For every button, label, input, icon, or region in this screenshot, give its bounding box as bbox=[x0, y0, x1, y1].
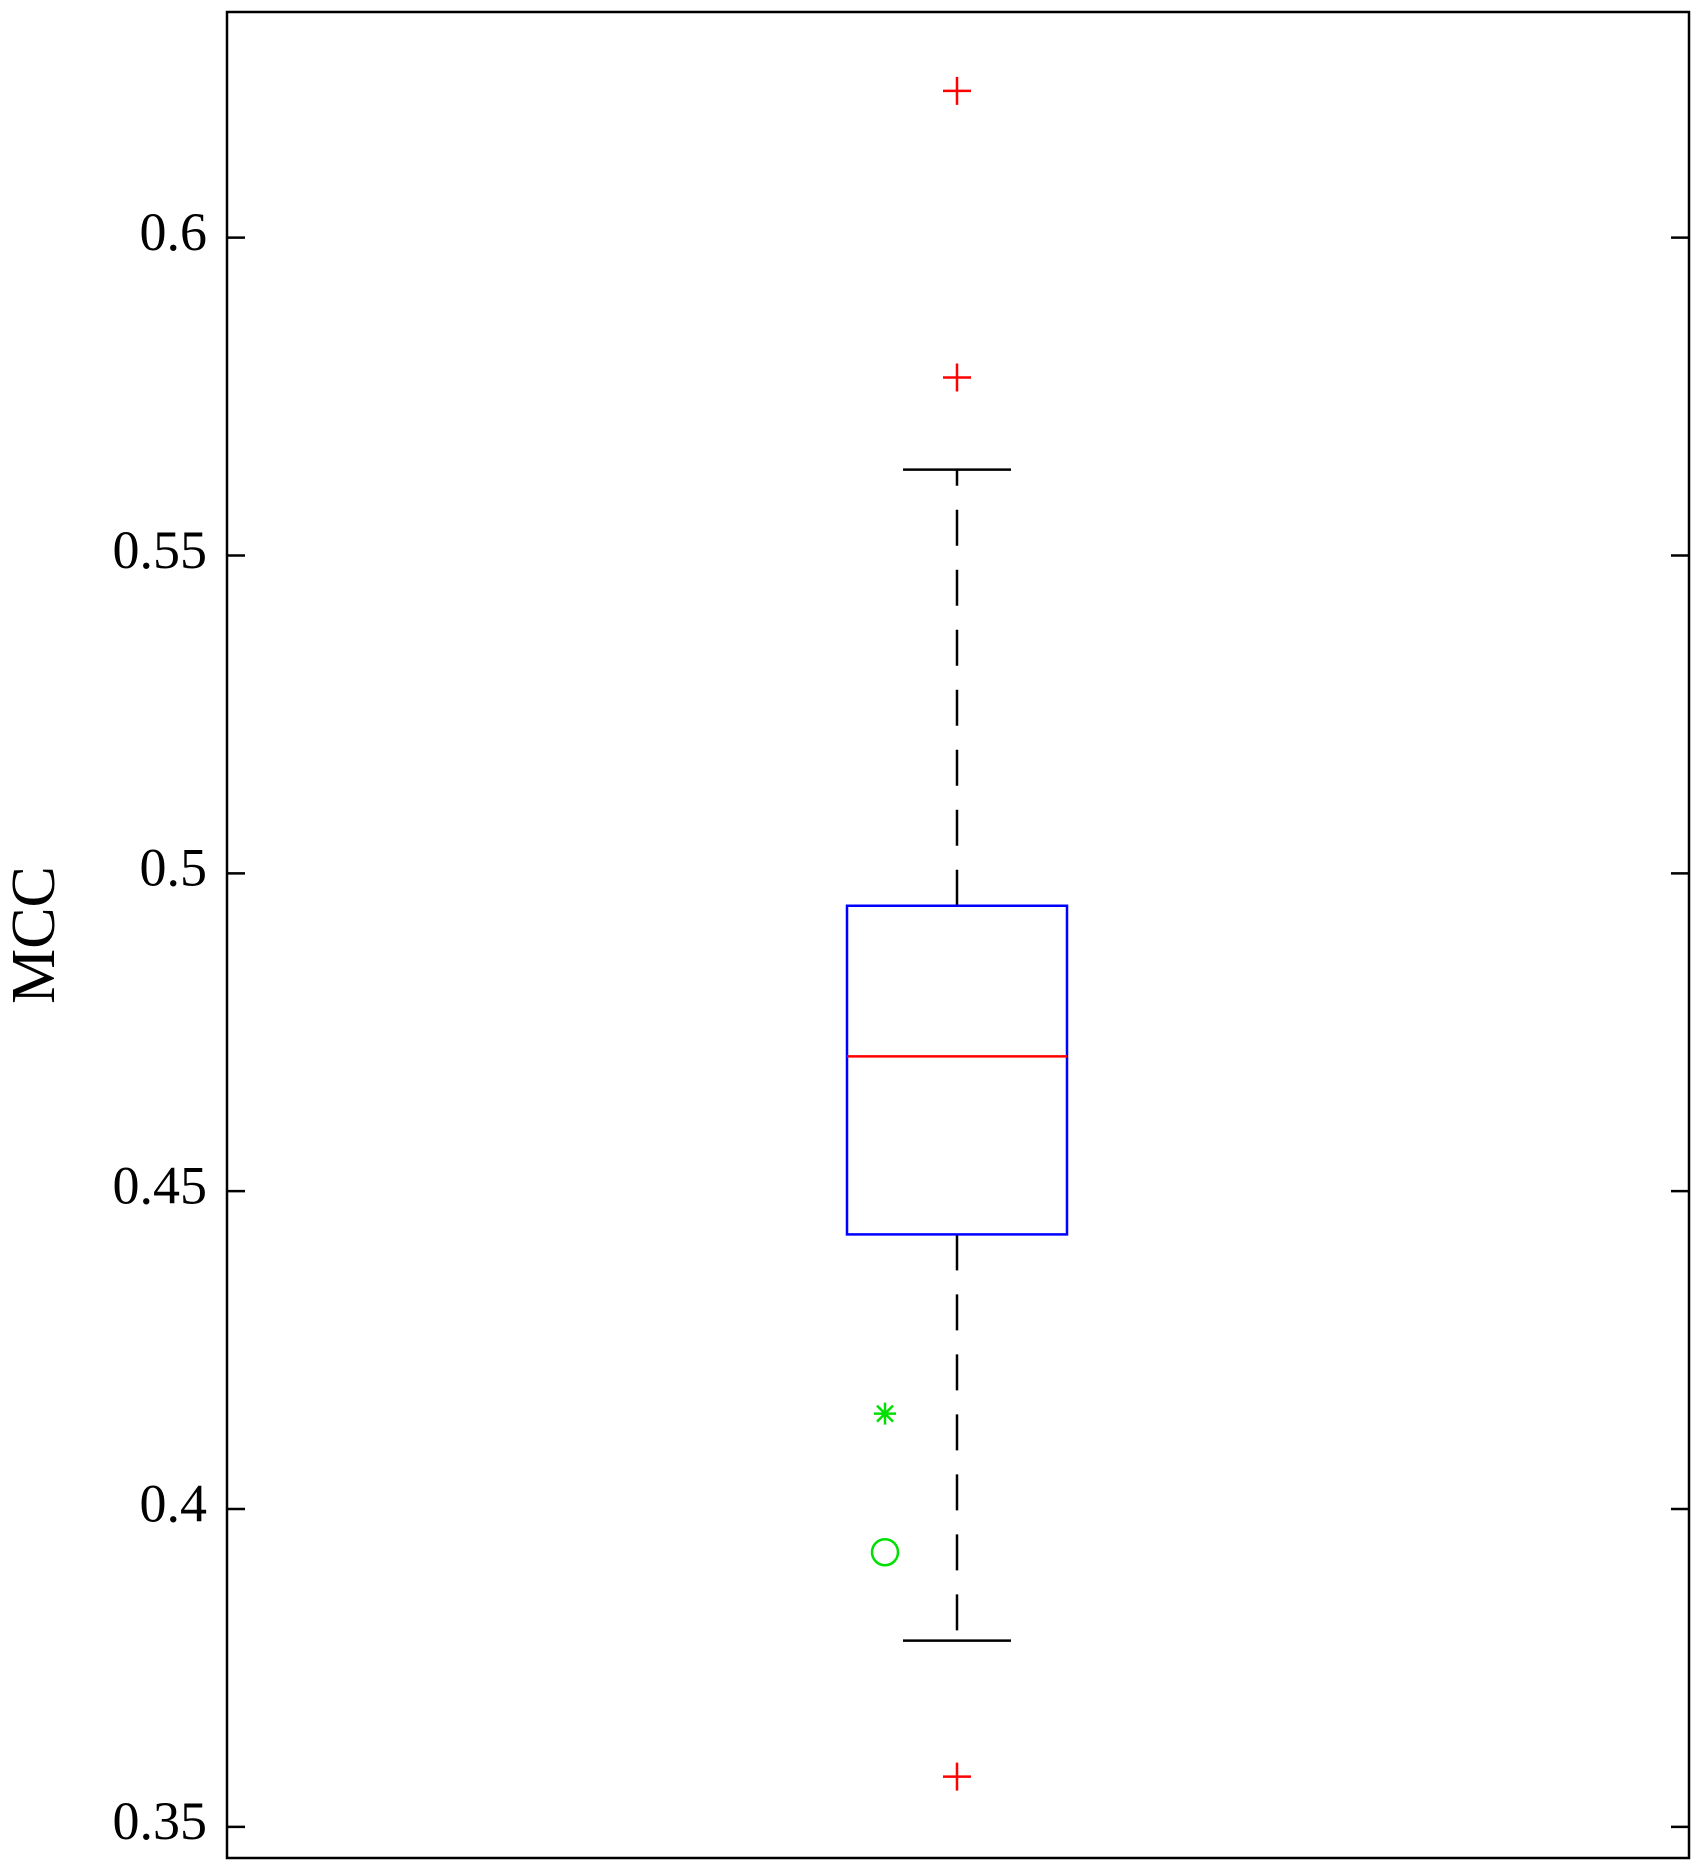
y-tick-label: 0.55 bbox=[113, 520, 208, 580]
y-tick-label: 0.35 bbox=[113, 1791, 208, 1851]
y-tick-label: 0.4 bbox=[140, 1473, 208, 1533]
marker bbox=[870, 1537, 900, 1567]
outlier bbox=[943, 363, 971, 392]
y-tick-label: 0.45 bbox=[113, 1156, 208, 1216]
box bbox=[845, 904, 1069, 1236]
y-axis-label: MCC bbox=[0, 866, 68, 1004]
y-tick-label: 0.6 bbox=[140, 202, 208, 262]
plot-frame bbox=[225, 10, 1691, 1860]
y-tick-label: 0.5 bbox=[140, 838, 208, 898]
outlier bbox=[943, 1762, 971, 1791]
outlier bbox=[943, 76, 971, 105]
marker bbox=[874, 1402, 896, 1425]
